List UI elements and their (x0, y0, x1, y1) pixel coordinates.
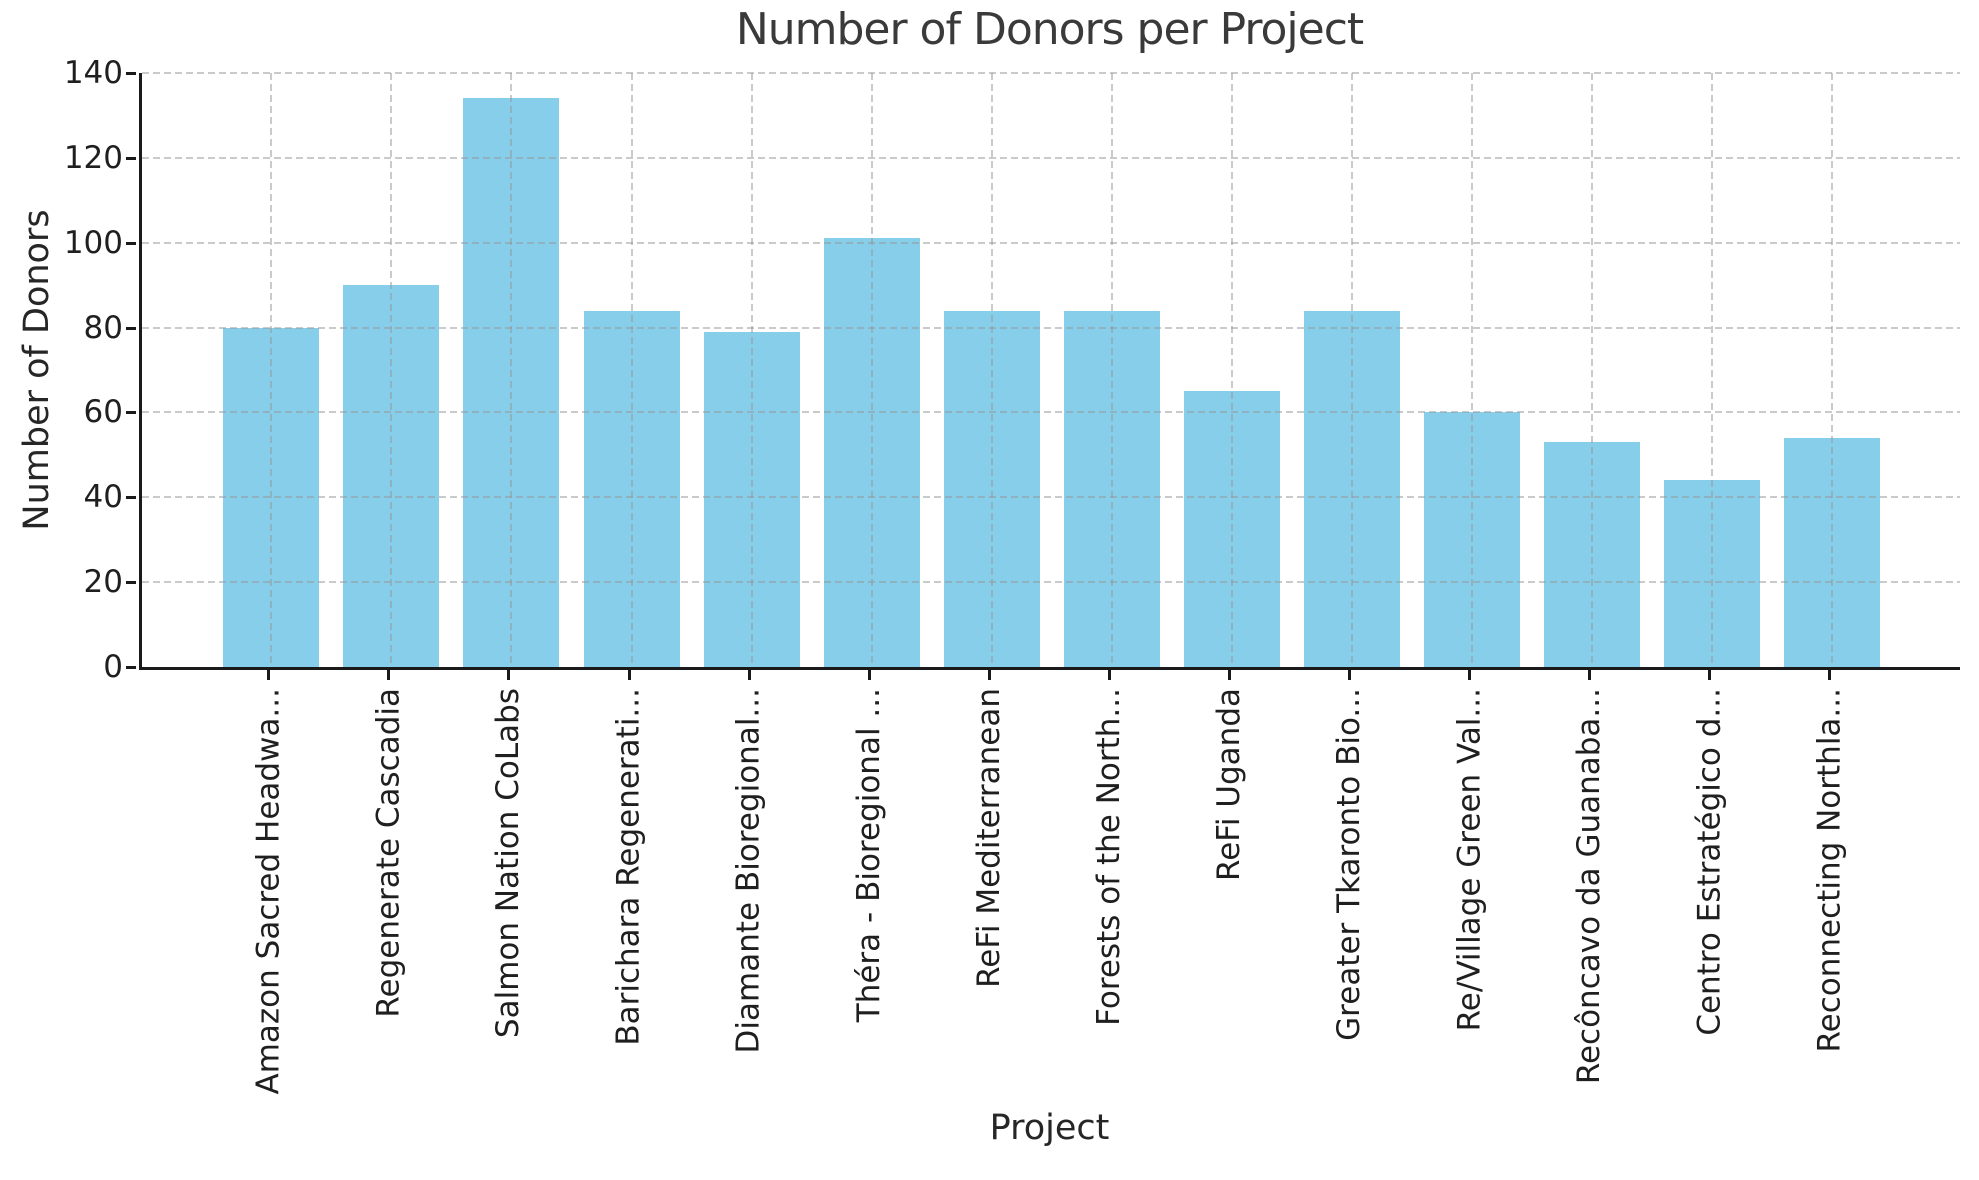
y-tick-60 (126, 411, 136, 415)
y-tick-label-120: 120 (63, 139, 123, 176)
x-tick-1 (387, 670, 391, 680)
gridline-y-120 (142, 156, 1960, 159)
x-tick-9 (1348, 670, 1352, 680)
y-tick-label-60: 60 (83, 394, 123, 431)
y-tick-label-40: 40 (83, 479, 123, 516)
gridline-x-2 (510, 73, 513, 667)
x-tick-label-text: Recôncavo da Guanaba... (1571, 688, 1608, 1085)
y-tick-0 (126, 666, 136, 669)
x-tick-label-text: Centro Estratégico d... (1691, 688, 1728, 1036)
chart-title: Number of Donors per Project (735, 4, 1364, 55)
y-tick-140 (126, 72, 136, 75)
x-tick-label-text: ReFi Uganda (1210, 688, 1247, 881)
gridline-y-20 (142, 581, 1960, 584)
gridline-y-60 (142, 411, 1960, 414)
gridline-x-1 (390, 73, 393, 667)
gridline-x-3 (630, 73, 633, 667)
x-tick-label-text: Forests of the North... (1090, 688, 1127, 1026)
gridline-x-5 (870, 73, 873, 667)
gridline-x-6 (990, 73, 993, 667)
x-tick-label-text: Regenerate Cascadia (370, 688, 407, 1018)
gridline-x-10 (1471, 73, 1474, 667)
y-tick-label-140: 140 (63, 55, 123, 91)
x-tick-4 (747, 670, 751, 680)
x-tick-7 (1107, 670, 1111, 680)
x-tick-label-text: ReFi Mediterranean (970, 688, 1007, 988)
x-tick-label-text: Re/Village Green Val... (1451, 688, 1488, 1032)
x-tick-5 (867, 670, 871, 680)
x-tick-13 (1828, 670, 1832, 680)
x-tick-10 (1468, 670, 1472, 680)
x-tick-11 (1588, 670, 1592, 680)
x-tick-12 (1708, 670, 1712, 680)
gridline-x-7 (1110, 73, 1113, 667)
gridline-y-80 (142, 326, 1960, 329)
y-tick-label-100: 100 (63, 224, 123, 261)
gridline-x-0 (270, 73, 273, 667)
y-tick-120 (126, 156, 136, 160)
y-tick-label-20: 20 (83, 564, 123, 601)
x-tick-label-text: Greater Tkaronto Bio... (1331, 688, 1368, 1041)
gridline-x-11 (1591, 73, 1594, 667)
y-tick-20 (126, 581, 136, 585)
x-tick-0 (267, 670, 271, 680)
x-tick-label-text: Amazon Sacred Headwa... (250, 688, 287, 1095)
x-tick-label-text: Diamante Bioregional... (730, 688, 767, 1054)
y-tick-label-80: 80 (83, 309, 123, 346)
gridline-y-140 (142, 72, 1960, 74)
x-tick-6 (987, 670, 991, 680)
y-axis-label: Number of Donors (17, 209, 57, 531)
x-tick-label-text: Salmon Nation CoLabs (490, 688, 527, 1039)
y-tick-80 (126, 326, 136, 330)
x-tick-label-text: Barichara Regenerati... (610, 688, 647, 1046)
x-axis-label: Project (989, 1108, 1110, 1148)
y-tick-label-0: 0 (103, 649, 123, 685)
gridline-x-9 (1351, 73, 1354, 667)
x-tick-3 (627, 670, 631, 680)
x-tick-2 (507, 670, 511, 680)
x-tick-label-text: Théra - Bioregional ... (850, 688, 887, 1023)
gridline-x-13 (1831, 73, 1834, 667)
gridline-y-100 (142, 241, 1960, 244)
gridline-x-4 (750, 73, 753, 667)
gridline-y-40 (142, 496, 1960, 499)
gridline-x-12 (1711, 73, 1714, 667)
x-tick-8 (1227, 670, 1231, 680)
plot-area (139, 72, 1960, 670)
y-tick-40 (126, 496, 136, 500)
y-tick-100 (126, 241, 136, 245)
x-tick-label-text: Reconnecting Northla... (1811, 688, 1848, 1053)
gridline-x-8 (1230, 73, 1233, 667)
